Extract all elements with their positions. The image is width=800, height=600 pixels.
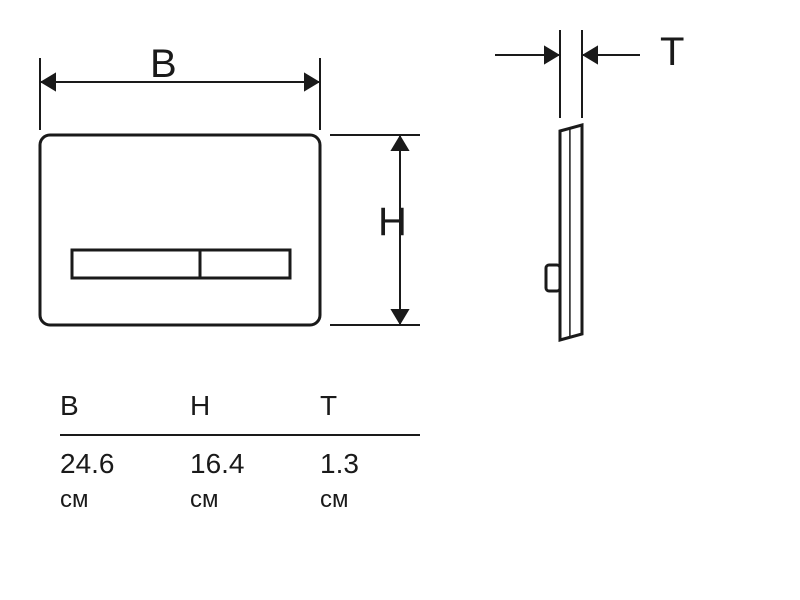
cell-unit: см — [320, 480, 450, 514]
cell-value: 16.4 — [190, 438, 320, 480]
cell-value: 24.6 — [60, 438, 190, 480]
col-header: H — [190, 390, 320, 430]
col-header: T — [320, 390, 450, 430]
table-value-row: 24.6 16.4 1.3 — [60, 438, 450, 480]
dim-label-H: H — [378, 200, 407, 245]
table-rule — [60, 434, 420, 436]
dim-label-B: B — [150, 42, 177, 87]
cell-value: 1.3 — [320, 438, 450, 480]
dimension-table: B H T 24.6 16.4 1.3 см см см — [60, 390, 450, 514]
cell-unit: см — [60, 480, 190, 514]
technical-drawing: { "diagram": { "type": "technical-dimens… — [0, 0, 800, 600]
cell-unit: см — [190, 480, 320, 514]
table-header-row: B H T — [60, 390, 450, 430]
col-header: B — [60, 390, 190, 430]
table-unit-row: см см см — [60, 480, 450, 514]
dim-label-T: T — [660, 30, 684, 75]
